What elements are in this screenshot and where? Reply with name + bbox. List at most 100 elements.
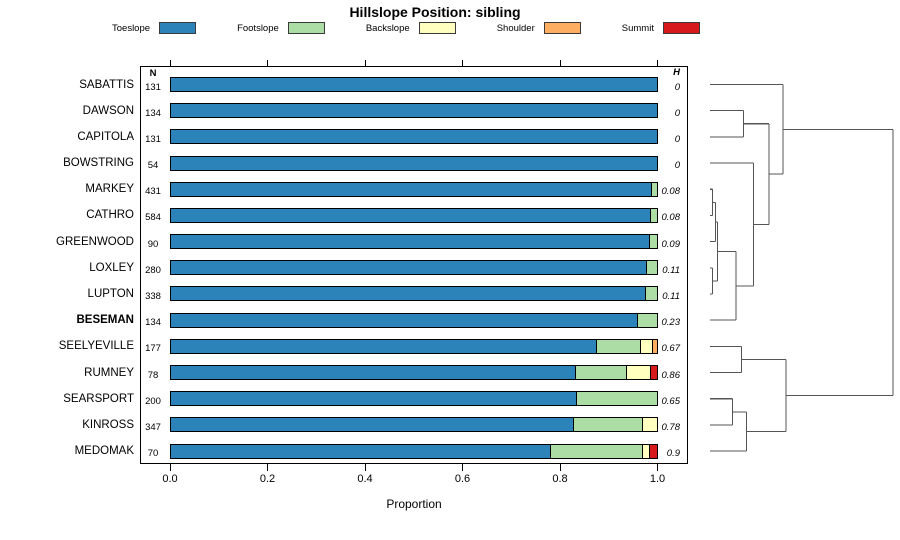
bar-segment-footslope (637, 313, 657, 327)
category-label: SEARSPORT (63, 392, 134, 405)
h-value: 0.78 (661, 421, 681, 433)
tick (657, 463, 658, 471)
n-value: 280 (145, 264, 161, 276)
bar-row (170, 181, 658, 197)
bar-segment-backslope (639, 339, 653, 353)
bar-segment-footslope (650, 182, 657, 196)
h-value: 0.11 (662, 264, 680, 276)
bar-segment-footslope (574, 366, 627, 380)
bar-segment-toeslope (171, 261, 647, 275)
bar-row (170, 207, 658, 223)
bar-segment-footslope (649, 208, 657, 222)
legend-item: Footslope (237, 22, 325, 34)
tick (462, 463, 463, 471)
shoulder-swatch (543, 22, 581, 34)
x-axis-label: Proportion (386, 497, 442, 511)
legend-label: Summit (621, 22, 654, 34)
legend-label: Shoulder (496, 22, 535, 34)
n-value: 134 (145, 107, 161, 119)
n-value: 431 (145, 186, 161, 198)
n-value: 90 (147, 238, 159, 250)
bar-segment-toeslope (171, 182, 651, 196)
n-value: 177 (145, 343, 161, 355)
n-value: 200 (145, 395, 161, 407)
h-value: 0.67 (661, 343, 681, 355)
category-label: RUMNEY (84, 366, 134, 379)
bar-segment-toeslope (171, 339, 597, 353)
h-value: 0.08 (661, 186, 681, 198)
bar-row (170, 365, 658, 381)
tick (559, 59, 561, 66)
n-column-header: N (149, 68, 157, 79)
chart-title: Hillslope Position: sibling (349, 4, 521, 20)
bar-row (170, 338, 658, 354)
category-label: SEELYEVILLE (58, 340, 134, 353)
bar-row (170, 260, 658, 276)
n-value: 338 (145, 290, 161, 302)
bar-segment-toeslope (171, 78, 657, 91)
category-label: KINROSS (82, 418, 134, 431)
category-label: MARKEY (85, 183, 134, 196)
bar-segment-toeslope (171, 418, 573, 432)
legend-item: Backslope (366, 22, 456, 34)
bar-segment-footslope (576, 392, 657, 406)
n-value: 70 (147, 448, 159, 460)
bar-row (170, 286, 658, 302)
n-value: 131 (145, 81, 161, 93)
h-value: 0.65 (661, 395, 681, 407)
h-value: 0 (674, 133, 680, 145)
category-label: LOXLEY (89, 261, 134, 274)
tick (559, 463, 561, 471)
bar-row (170, 129, 658, 145)
category-label: BESEMAN (76, 314, 134, 327)
category-label: SABATTIS (79, 78, 134, 91)
tick-label: 0.8 (552, 472, 568, 485)
category-label: BOWSTRING (63, 157, 134, 170)
tick-label: 0.4 (357, 472, 373, 485)
summit-swatch (662, 22, 700, 34)
legend-item: Toeslope (112, 22, 197, 34)
bar-row (170, 391, 658, 407)
h-value: 0.23 (661, 317, 681, 329)
n-value: 131 (145, 133, 161, 145)
tick (267, 59, 268, 66)
bar-segment-toeslope (171, 156, 657, 170)
h-value: 0.9 (666, 448, 680, 460)
legend-label: Backslope (365, 22, 410, 34)
bar-row (170, 312, 658, 328)
bar-segment-footslope (648, 235, 657, 249)
tick-label: 0.6 (454, 472, 471, 485)
bar-row (170, 443, 658, 459)
h-value: 0 (674, 107, 680, 119)
tick (267, 463, 268, 471)
bar-segment-footslope (644, 287, 657, 301)
category-label: CATHRO (86, 209, 134, 222)
legend-item: Summit (622, 22, 700, 34)
bar-row (170, 417, 658, 433)
legend-label: Toeslope (112, 22, 151, 34)
backslope-swatch (418, 22, 456, 34)
tick (169, 59, 171, 66)
bar-segment-toeslope (171, 208, 650, 222)
category-label: GREENWOOD (56, 235, 134, 248)
bar-segment-toeslope (171, 235, 649, 249)
bar-segment-toeslope (171, 313, 638, 327)
footslope-swatch (287, 22, 325, 34)
legend-item: Shoulder (497, 22, 581, 34)
h-value: 0 (674, 81, 680, 93)
plot-box (140, 66, 688, 464)
n-value: 347 (145, 421, 161, 433)
h-value: 0.09 (661, 238, 681, 250)
h-value: 0 (674, 160, 680, 172)
tick (462, 59, 463, 66)
bar-segment-toeslope (171, 366, 575, 380)
n-value: 54 (147, 160, 159, 172)
category-label: LUPTON (87, 287, 134, 300)
bar-segment-backslope (642, 418, 657, 432)
legend: Toeslope Footslope Backslope Shoulder Summit (112, 22, 700, 34)
bar-row (170, 103, 658, 119)
h-value: 0.86 (661, 369, 681, 381)
h-value: 0.11 (662, 290, 680, 302)
category-label: CAPITOLA (77, 130, 134, 143)
